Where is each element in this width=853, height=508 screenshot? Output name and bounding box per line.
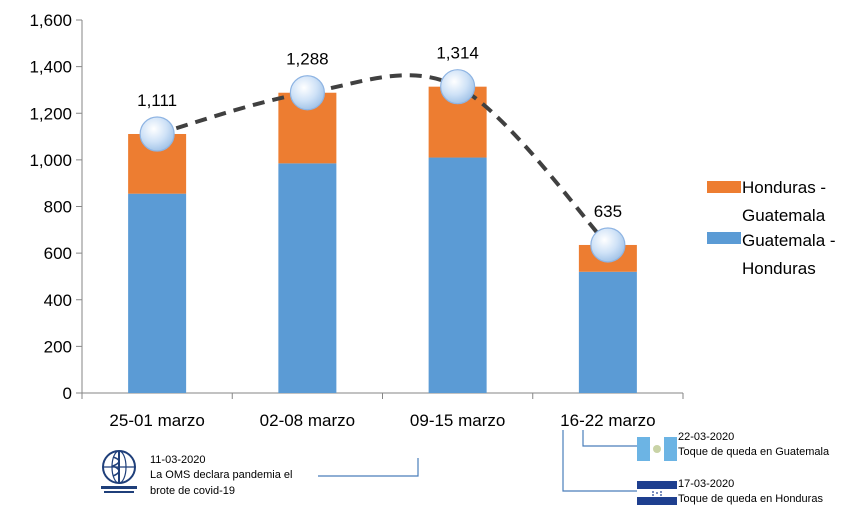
annotation-who-text-line1: La OMS declara pandemia el (150, 469, 292, 481)
annotation-guatemala-text: Toque de queda en Guatemala (678, 446, 830, 458)
annotation-guatemala-date: 22-03-2020 (678, 431, 734, 443)
bars (128, 86, 637, 393)
bar-segment-guatemala-honduras (578, 271, 637, 393)
total-marker (440, 69, 476, 105)
annotation-who-text-line2: brote de covid-19 (150, 485, 235, 497)
y-tick-label: 1,600 (29, 11, 72, 30)
y-tick-label: 1,000 (29, 151, 72, 170)
y-tick-label: 0 (63, 384, 72, 403)
x-tick-label: 25-01 marzo (109, 411, 204, 430)
who-logo-icon (101, 450, 137, 493)
legend: Honduras - Guatemala Guatemala - Hondura… (707, 178, 836, 278)
legend-label-honduras-guatemala-line2: Guatemala (742, 206, 826, 225)
annotation-honduras-leader (562, 430, 637, 492)
y-tick-label: 1,200 (29, 104, 72, 123)
honduras-flag-icon (637, 481, 677, 505)
y-tick-label: 1,400 (29, 58, 72, 77)
total-marker (590, 227, 626, 263)
x-tick-label: 16-22 marzo (560, 411, 655, 430)
annotation-who-leader (318, 458, 419, 477)
x-axis: 25-01 marzo 02-08 marzo 09-15 marzo 16-22 m… (81, 392, 684, 430)
annotation-guatemala: 22-03-2020 Toque de queda en Guatemala (582, 430, 830, 461)
annotation-guatemala-leader (582, 430, 637, 447)
legend-swatch-honduras-guatemala (707, 181, 741, 193)
y-tick-label: 400 (44, 291, 72, 310)
annotation-honduras-date: 17-03-2020 (678, 478, 734, 490)
bar-segment-guatemala-honduras (428, 157, 487, 393)
annotation-who-date: 11-03-2020 (150, 454, 205, 466)
legend-swatch-guatemala-honduras (707, 232, 741, 244)
guatemala-flag-icon (637, 437, 677, 461)
legend-label-honduras-guatemala-line1: Honduras - (742, 178, 826, 197)
x-tick-label: 09-15 marzo (410, 411, 505, 430)
y-tick-label: 600 (44, 244, 72, 263)
total-labels: 1,111 1,288 1,314 635 (137, 44, 622, 221)
x-tick-label: 02-08 marzo (260, 411, 355, 430)
annotation-honduras-text: Toque de queda en Honduras (678, 493, 823, 505)
bar-segment-guatemala-honduras (278, 163, 337, 393)
total-marker (139, 116, 175, 152)
legend-label-guatemala-honduras-line2: Honduras (742, 259, 816, 278)
total-label: 1,111 (137, 91, 177, 110)
annotation-who: 11-03-2020 La OMS declara pandemia el br… (101, 450, 419, 497)
y-axis: 0 200 400 600 800 1,000 1,200 1,400 1,600 (29, 11, 83, 403)
total-label: 635 (594, 202, 622, 221)
total-label: 1,314 (436, 44, 479, 63)
total-markers (139, 69, 626, 263)
legend-label-guatemala-honduras-line1: Guatemala - (742, 231, 836, 250)
y-tick-label: 800 (44, 198, 72, 217)
y-tick-label: 200 (44, 337, 72, 356)
annotation-honduras: 17-03-2020 Toque de queda en Honduras (562, 430, 823, 505)
total-label: 1,288 (286, 50, 329, 69)
trend-line (156, 73, 610, 247)
total-marker (289, 75, 325, 111)
bar-segment-guatemala-honduras (128, 193, 187, 393)
